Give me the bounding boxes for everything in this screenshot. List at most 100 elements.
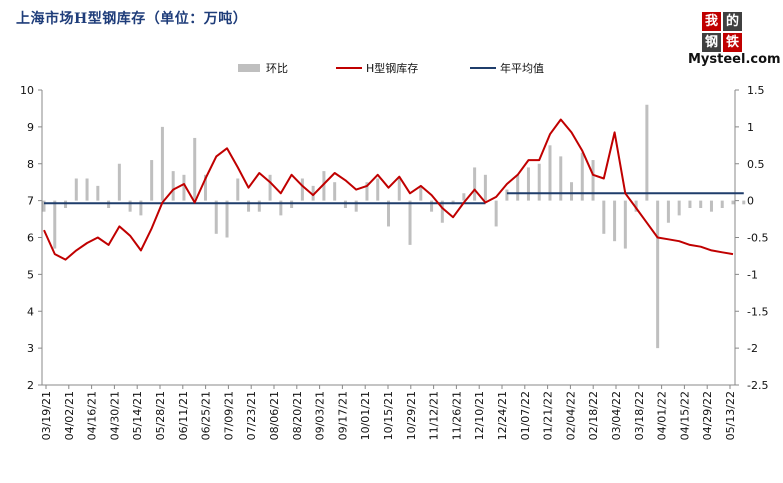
- mom-bar: [96, 186, 99, 201]
- y2-tick-label: -1: [747, 268, 758, 281]
- y-tick-label: 10: [20, 84, 34, 97]
- x-tick-label: 05/28/21: [154, 391, 167, 440]
- y2-tick-label: -2: [747, 342, 758, 355]
- legend: 环比 H型钢库存 年平均值: [238, 61, 544, 75]
- mom-bar: [516, 175, 519, 201]
- legend-label-inventory: H型钢库存: [366, 61, 418, 75]
- y2-tick-label: -1.5: [747, 305, 768, 318]
- x-tick-label: 04/16/21: [86, 391, 99, 440]
- mom-bar: [710, 201, 713, 212]
- mom-bar: [118, 164, 121, 201]
- y-tick-label: 3: [27, 342, 34, 355]
- mom-bar: [473, 167, 476, 200]
- mom-bar: [301, 179, 304, 201]
- y2-tick-label: -2.5: [747, 379, 768, 392]
- mom-bar: [376, 179, 379, 201]
- mom-bar: [505, 190, 508, 201]
- y2-tick-label: 0.5: [747, 158, 765, 171]
- mom-bar: [484, 175, 487, 201]
- mom-bar: [75, 179, 78, 201]
- x-tick-label: 10/15/21: [382, 391, 395, 440]
- mom-bar: [107, 201, 110, 208]
- mom-bar: [226, 201, 229, 238]
- y-tick-label: 5: [27, 268, 34, 281]
- mom-bar: [215, 201, 218, 234]
- y2-tick-label: -0.5: [747, 232, 768, 245]
- mom-bar: [64, 201, 67, 208]
- mom-bar: [161, 127, 164, 201]
- x-tick-label: 04/15/22: [678, 391, 691, 440]
- mom-bar: [86, 179, 89, 201]
- x-tick-label: 01/07/22: [519, 391, 532, 440]
- mom-bar: [495, 201, 498, 227]
- mom-bar: [613, 201, 616, 242]
- mom-bar: [645, 105, 648, 201]
- x-tick-label: 12/10/21: [473, 391, 486, 440]
- x-tick-label: 04/02/21: [63, 391, 76, 440]
- mom-bar: [721, 201, 724, 208]
- mom-bar: [172, 171, 175, 201]
- x-tick-label: 05/13/22: [724, 391, 737, 440]
- x-tick-label: 07/09/21: [222, 391, 235, 440]
- x-tick-label: 03/18/22: [633, 391, 646, 440]
- x-tick-label: 03/19/21: [40, 391, 53, 440]
- y2-tick-label: 0: [747, 195, 754, 208]
- legend-label-average: 年平均值: [500, 61, 544, 75]
- x-tick-label: 10/01/21: [359, 391, 372, 440]
- y-tick-label: 8: [27, 158, 34, 171]
- x-tick-label: 11/12/21: [428, 391, 441, 440]
- mom-bar: [290, 201, 293, 208]
- mom-bar: [656, 201, 659, 349]
- mom-bar: [462, 193, 465, 200]
- mom-bar: [387, 201, 390, 227]
- x-tick-label: 04/29/22: [701, 391, 714, 440]
- legend-swatch-mom: [238, 64, 260, 72]
- x-tick-label: 09/17/21: [336, 391, 349, 440]
- mom-bar: [742, 201, 745, 205]
- x-tick-label: 10/29/21: [405, 391, 418, 440]
- x-tick-label: 12/24/21: [496, 391, 509, 440]
- y-tick-label: 6: [27, 232, 34, 245]
- mom-bar: [570, 182, 573, 200]
- mom-bar: [269, 175, 272, 201]
- mom-bar: [592, 160, 595, 201]
- mom-bar: [667, 201, 670, 223]
- mom-bar: [688, 201, 691, 208]
- line-series-inventory: [44, 120, 733, 260]
- x-tick-label: 02/04/22: [564, 391, 577, 440]
- x-tick-label: 06/11/21: [177, 391, 190, 440]
- x-tick-label: 03/04/22: [610, 391, 623, 440]
- mom-bar: [527, 167, 530, 200]
- mom-bar: [538, 164, 541, 201]
- x-tick-label: 04/01/22: [656, 391, 669, 440]
- mom-bar: [678, 201, 681, 216]
- y-tick-label: 7: [27, 195, 34, 208]
- x-tick-label: 06/25/21: [200, 391, 213, 440]
- x-tick-label: 04/30/21: [108, 391, 121, 440]
- inventory-line: [44, 120, 733, 260]
- y-tick-label: 4: [27, 305, 34, 318]
- x-tick-label: 05/14/21: [131, 391, 144, 440]
- x-tick-label: 08/06/21: [268, 391, 281, 440]
- mom-bar: [398, 179, 401, 201]
- y2-tick-label: 1: [747, 121, 754, 134]
- y-tick-label: 9: [27, 121, 34, 134]
- x-tick-label: 02/18/22: [587, 391, 600, 440]
- x-tick-label: 08/20/21: [291, 391, 304, 440]
- y2-tick-label: 1.5: [747, 84, 765, 97]
- bar-series-mom: [43, 105, 746, 348]
- mom-bar: [602, 201, 605, 234]
- x-tick-label: 01/21/22: [542, 391, 555, 440]
- x-tick-label: 07/23/21: [245, 391, 258, 440]
- y-tick-label: 2: [27, 379, 34, 392]
- mom-bar: [344, 201, 347, 208]
- mom-bar: [732, 201, 735, 205]
- mom-bar: [236, 179, 239, 201]
- x-tick-label: 09/03/21: [314, 391, 327, 440]
- mom-bar: [409, 201, 412, 245]
- mom-bar: [193, 138, 196, 201]
- avg-series: [44, 193, 744, 203]
- legend-label-mom: 环比: [266, 62, 288, 75]
- mom-bar: [699, 201, 702, 208]
